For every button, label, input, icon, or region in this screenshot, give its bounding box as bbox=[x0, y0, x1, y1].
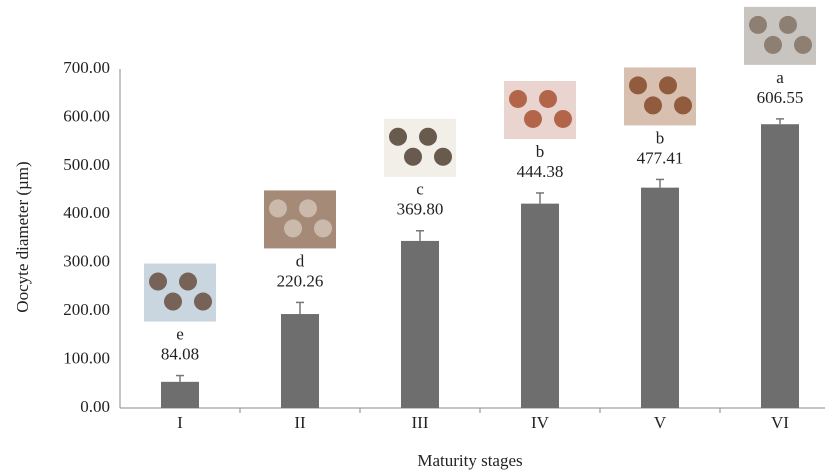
significance-letter: a bbox=[776, 68, 784, 87]
x-tick-label: I bbox=[177, 413, 183, 432]
x-tick-label: V bbox=[654, 413, 667, 432]
bar bbox=[401, 240, 439, 408]
photo-detail bbox=[434, 147, 452, 166]
photo-detail bbox=[299, 199, 317, 218]
photo-detail bbox=[509, 89, 527, 108]
photo-detail bbox=[644, 96, 662, 115]
value-annotation: 84.08 bbox=[161, 344, 199, 363]
photo-detail bbox=[149, 272, 167, 291]
significance-letter: b bbox=[536, 142, 545, 161]
bar bbox=[161, 381, 199, 408]
x-axis-label: Maturity stages bbox=[417, 451, 522, 470]
photo-detail bbox=[539, 89, 557, 108]
x-tick-label: III bbox=[412, 413, 429, 432]
photo-detail bbox=[674, 96, 692, 115]
y-tick-label: 400.00 bbox=[63, 203, 110, 222]
photo-detail bbox=[629, 76, 647, 95]
photo-detail bbox=[284, 219, 302, 238]
value-annotation: 220.26 bbox=[277, 271, 324, 290]
y-tick-label: 200.00 bbox=[63, 300, 110, 319]
stage-photo bbox=[744, 6, 816, 65]
y-tick-label: 300.00 bbox=[63, 252, 110, 271]
value-annotation: 444.38 bbox=[517, 162, 564, 181]
stage-photo bbox=[264, 190, 336, 249]
significance-letter: e bbox=[176, 324, 184, 343]
photo-detail bbox=[659, 76, 677, 95]
value-annotation: 369.80 bbox=[397, 200, 444, 219]
stage-photo bbox=[144, 263, 216, 322]
significance-letter: c bbox=[416, 180, 424, 199]
value-annotation: 606.55 bbox=[757, 88, 804, 107]
photo-detail bbox=[764, 35, 782, 54]
photo-detail bbox=[794, 35, 812, 54]
x-tick-label: IV bbox=[531, 413, 550, 432]
bar bbox=[641, 187, 679, 408]
photo-detail bbox=[269, 199, 287, 218]
y-tick-label: 500.00 bbox=[63, 155, 110, 174]
photo-detail bbox=[419, 127, 437, 146]
x-tick-label: VI bbox=[771, 413, 789, 432]
stage-photo bbox=[384, 118, 456, 177]
stage-photo bbox=[504, 80, 576, 139]
photo-detail bbox=[554, 109, 572, 128]
y-tick-label: 600.00 bbox=[63, 106, 110, 125]
photo-detail bbox=[179, 272, 197, 291]
photo-detail bbox=[524, 109, 542, 128]
photo-detail bbox=[749, 15, 767, 34]
photo-detail bbox=[194, 292, 212, 311]
value-annotation: 477.41 bbox=[637, 148, 684, 167]
photo-detail bbox=[389, 127, 407, 146]
bar bbox=[521, 203, 559, 408]
bar bbox=[761, 124, 799, 409]
photo-detail bbox=[314, 219, 332, 238]
y-axis-label: Oocyte diameter (µm) bbox=[13, 161, 32, 312]
significance-letter: d bbox=[296, 251, 305, 270]
significance-letter: b bbox=[656, 128, 665, 147]
photo-detail bbox=[779, 15, 797, 34]
x-tick-label: II bbox=[294, 413, 306, 432]
stage-photo bbox=[624, 67, 696, 126]
y-tick-label: 700.00 bbox=[63, 58, 110, 77]
y-tick-label: 100.00 bbox=[63, 348, 110, 367]
bar bbox=[281, 314, 319, 408]
photo-detail bbox=[164, 292, 182, 311]
y-tick-label: 0.00 bbox=[80, 397, 110, 416]
photo-detail bbox=[404, 147, 422, 166]
